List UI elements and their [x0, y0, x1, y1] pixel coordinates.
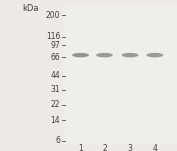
FancyBboxPatch shape: [63, 4, 177, 145]
Text: 22: 22: [51, 100, 60, 109]
Text: 14: 14: [51, 116, 60, 125]
Text: 97: 97: [50, 41, 60, 50]
Text: 31: 31: [51, 85, 60, 94]
Text: 66: 66: [50, 53, 60, 62]
Ellipse shape: [147, 53, 163, 57]
Text: 44: 44: [50, 71, 60, 80]
Ellipse shape: [72, 53, 89, 57]
Text: 6: 6: [55, 136, 60, 145]
Text: 2: 2: [102, 144, 107, 151]
Ellipse shape: [96, 53, 113, 57]
Ellipse shape: [122, 53, 138, 57]
Text: kDa: kDa: [23, 4, 39, 13]
Text: 116: 116: [46, 32, 60, 42]
Text: 3: 3: [128, 144, 133, 151]
Text: 1: 1: [78, 144, 83, 151]
Text: 4: 4: [152, 144, 157, 151]
Text: 200: 200: [46, 11, 60, 20]
